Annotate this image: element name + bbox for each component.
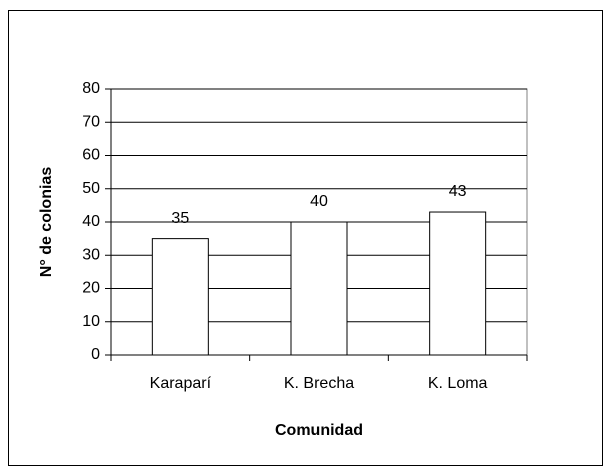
data-label: 40 [310,193,328,210]
x-tick-label: Karaparí [150,375,212,392]
y-axis-title: N° de colonias [38,167,55,278]
y-tick-label: 0 [91,346,100,363]
x-tick-label: K. Brecha [284,375,354,392]
y-tick-label: 50 [82,180,100,197]
y-tick-label: 60 [82,147,100,164]
y-tick-label: 40 [82,213,100,230]
y-tick-label: 30 [82,246,100,263]
bar [290,221,348,356]
y-tick-label: 20 [82,280,100,297]
y-tick-label: 10 [82,313,100,330]
y-tick-label: 80 [82,80,100,97]
y-tick-label: 70 [82,113,100,130]
x-axis-title: Comunidad [275,422,363,439]
data-label: 35 [171,210,189,227]
bar [429,211,487,356]
bar [151,238,209,356]
x-tick-label: K. Loma [428,375,488,392]
data-label: 43 [449,183,467,200]
